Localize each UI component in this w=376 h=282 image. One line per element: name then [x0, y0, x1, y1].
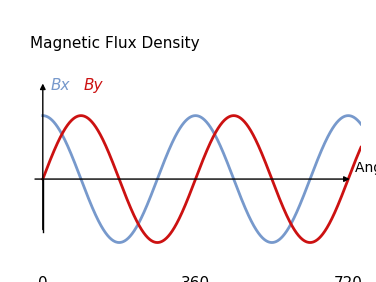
Text: Bx: Bx: [50, 78, 70, 93]
Text: By: By: [83, 78, 103, 93]
Text: Angle θ [deg]: Angle θ [deg]: [355, 161, 376, 175]
Text: Magnetic Flux Density: Magnetic Flux Density: [30, 36, 200, 51]
